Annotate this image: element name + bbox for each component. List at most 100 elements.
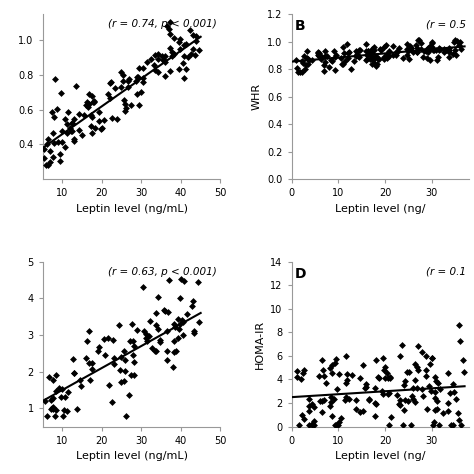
- Text: B: B: [295, 19, 306, 33]
- Point: [159, 56, 167, 64]
- Point: [423, 45, 430, 53]
- Point: [337, 54, 345, 62]
- Point: [428, 354, 436, 362]
- Point: [120, 96, 128, 103]
- Point: [412, 41, 419, 49]
- Point: [293, 64, 301, 72]
- Point: [409, 395, 416, 403]
- Point: [318, 55, 325, 63]
- Point: [180, 53, 188, 60]
- Point: [318, 397, 326, 405]
- Point: [381, 364, 389, 371]
- Point: [442, 46, 449, 54]
- Point: [42, 162, 50, 169]
- Point: [304, 60, 311, 68]
- Point: [424, 48, 431, 56]
- Point: [362, 47, 370, 55]
- Point: [158, 52, 166, 60]
- Point: [326, 401, 334, 409]
- Point: [305, 396, 313, 403]
- Point: [345, 49, 352, 56]
- Point: [365, 395, 373, 403]
- Point: [89, 98, 97, 106]
- Point: [70, 369, 78, 376]
- Point: [57, 89, 65, 96]
- Point: [181, 74, 188, 82]
- Point: [124, 83, 132, 91]
- Point: [75, 126, 82, 134]
- Point: [55, 138, 62, 146]
- Point: [166, 30, 174, 37]
- Point: [83, 337, 91, 345]
- Point: [399, 341, 406, 349]
- Point: [317, 397, 324, 405]
- Point: [111, 84, 118, 92]
- Point: [189, 45, 197, 53]
- Point: [446, 48, 453, 56]
- Point: [429, 46, 437, 54]
- Point: [46, 147, 54, 155]
- Point: [382, 42, 390, 49]
- Point: [399, 55, 407, 62]
- Point: [440, 48, 447, 55]
- Point: [52, 372, 59, 379]
- Point: [371, 384, 378, 392]
- Point: [388, 413, 395, 421]
- Point: [301, 415, 308, 422]
- Point: [423, 405, 431, 413]
- Point: [119, 77, 127, 84]
- Point: [43, 140, 50, 148]
- Point: [98, 125, 106, 132]
- Point: [314, 51, 322, 59]
- Point: [58, 386, 65, 393]
- Point: [369, 60, 376, 68]
- Point: [132, 77, 140, 84]
- Point: [335, 419, 343, 426]
- Point: [300, 52, 308, 59]
- Point: [451, 38, 458, 46]
- Point: [154, 55, 162, 63]
- Point: [413, 363, 420, 371]
- Point: [293, 374, 301, 381]
- Point: [370, 44, 378, 51]
- Point: [447, 422, 455, 429]
- Point: [148, 345, 156, 352]
- Point: [64, 388, 72, 396]
- Point: [110, 361, 118, 368]
- Point: [401, 407, 408, 414]
- Point: [375, 374, 383, 382]
- Point: [384, 391, 392, 398]
- Point: [53, 105, 60, 113]
- Point: [413, 48, 421, 56]
- Point: [105, 382, 112, 389]
- Point: [407, 45, 414, 52]
- X-axis label: Leptin level (ng/mL): Leptin level (ng/mL): [75, 204, 188, 214]
- Point: [444, 408, 451, 415]
- Point: [152, 347, 159, 355]
- Point: [432, 377, 439, 385]
- Point: [49, 405, 57, 412]
- Point: [49, 376, 56, 384]
- Point: [50, 395, 57, 402]
- Point: [426, 382, 433, 389]
- Point: [90, 98, 98, 105]
- Point: [161, 53, 169, 60]
- Point: [318, 409, 326, 416]
- Point: [345, 395, 353, 403]
- Point: [174, 315, 182, 322]
- Point: [182, 40, 190, 48]
- Point: [136, 64, 143, 72]
- Point: [56, 157, 64, 164]
- Point: [170, 51, 178, 58]
- Point: [317, 52, 325, 60]
- Point: [85, 327, 93, 334]
- Point: [386, 374, 393, 381]
- Point: [292, 56, 300, 64]
- Point: [423, 54, 431, 62]
- Point: [101, 352, 109, 359]
- Point: [168, 52, 176, 60]
- Point: [457, 422, 465, 429]
- Point: [339, 43, 346, 50]
- Point: [116, 366, 124, 374]
- Point: [418, 385, 426, 392]
